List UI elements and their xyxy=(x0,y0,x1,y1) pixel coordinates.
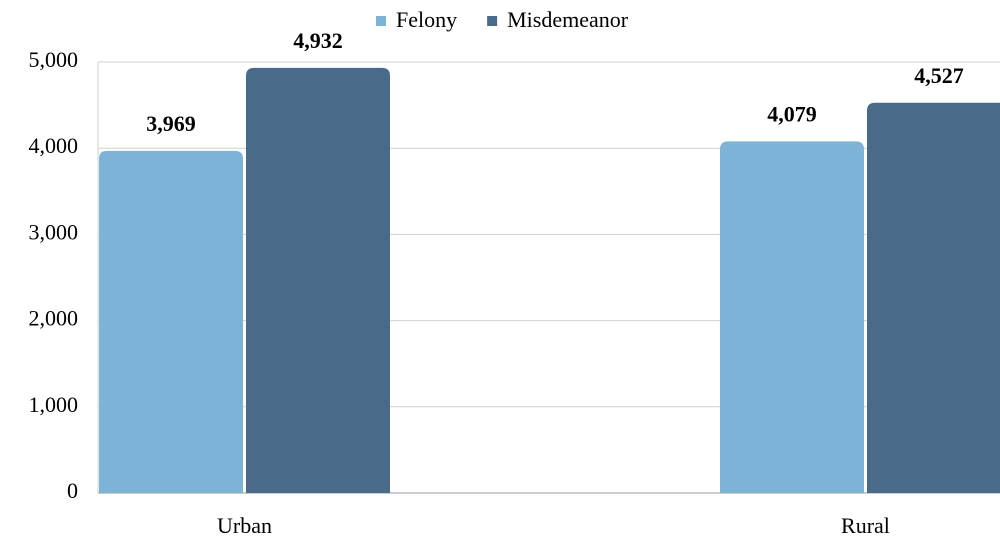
x-tick-label: Urban xyxy=(217,513,272,538)
y-tick-label: 4,000 xyxy=(29,133,79,158)
y-tick-label: 0 xyxy=(67,478,78,503)
y-tick-label: 3,000 xyxy=(29,219,79,244)
data-label: 4,932 xyxy=(293,28,343,53)
bar xyxy=(867,102,1000,493)
data-label: 4,527 xyxy=(914,63,964,88)
bar xyxy=(720,141,864,493)
y-tick-label: 5,000 xyxy=(29,47,79,72)
y-tick-label: 2,000 xyxy=(29,306,79,331)
legend-label: Felony xyxy=(396,7,457,32)
x-tick-label: Rural xyxy=(841,513,890,538)
data-label: 4,079 xyxy=(767,101,817,126)
data-label: 3,969 xyxy=(146,111,196,136)
bar xyxy=(99,150,243,493)
y-tick-label: 1,000 xyxy=(29,392,79,417)
legend-swatch xyxy=(376,16,386,26)
legend-label: Misdemeanor xyxy=(507,7,629,32)
bar xyxy=(246,67,390,493)
legend-swatch xyxy=(487,16,498,26)
